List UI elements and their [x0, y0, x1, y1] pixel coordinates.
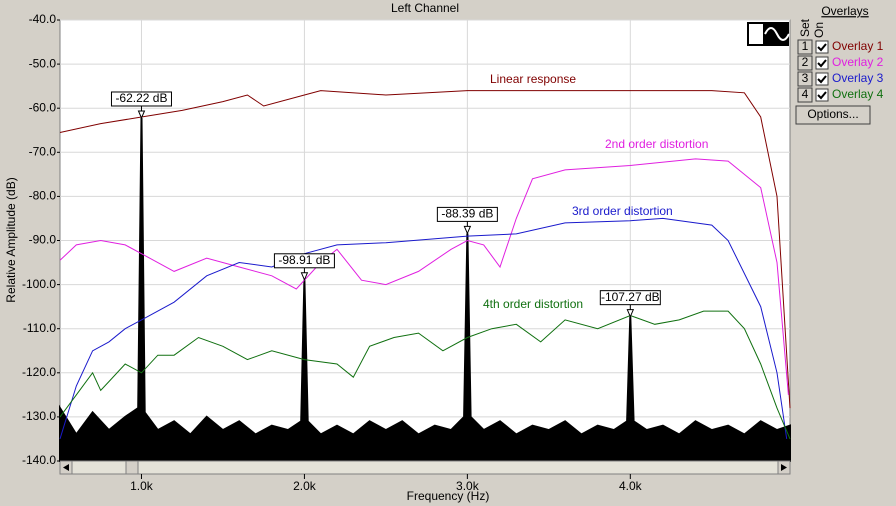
- set-number[interactable]: 3: [802, 71, 809, 85]
- scroll-track[interactable]: [59, 460, 791, 475]
- y-axis-label: Relative Amplitude (dB): [4, 177, 18, 302]
- legend-label[interactable]: Overlay 2: [832, 55, 884, 69]
- y-tick-label: -80.0: [29, 189, 57, 203]
- checkbox[interactable]: [815, 88, 829, 102]
- y-tick-label: -110.0: [23, 321, 56, 335]
- marker-label: -98.91 dB: [278, 253, 330, 267]
- set-number[interactable]: 2: [802, 55, 809, 69]
- y-tick-label: -90.0: [29, 233, 57, 247]
- set-number[interactable]: 1: [802, 39, 809, 53]
- checkmark: [817, 75, 827, 84]
- marker-box: [110, 91, 172, 107]
- series-line: [59, 90, 791, 409]
- chart-title: Left Channel: [391, 1, 459, 15]
- arrow: [781, 464, 787, 471]
- y-tick-label: -60.0: [29, 100, 57, 114]
- spectrum: [59, 117, 791, 462]
- legend-label[interactable]: Overlay 1: [832, 39, 884, 53]
- x-axis-label: Frequency (Hz): [407, 489, 490, 503]
- x-tick-label: 4.0k: [619, 479, 643, 493]
- set-label: Set: [798, 18, 812, 37]
- y-tick-label: -140.0: [22, 453, 56, 467]
- panel-title: Overlays: [821, 4, 868, 18]
- set-button[interactable]: [797, 87, 813, 103]
- series-line: [59, 217, 788, 440]
- scroll-thumb[interactable]: [125, 460, 139, 475]
- set-button[interactable]: [797, 55, 813, 71]
- checkbox[interactable]: [815, 72, 829, 86]
- set-number[interactable]: 4: [802, 87, 809, 101]
- set-button[interactable]: [797, 71, 813, 87]
- legend-label[interactable]: Overlay 3: [832, 71, 884, 85]
- y-tick-label: -130.0: [22, 409, 56, 423]
- y-tick-label: -40.0: [29, 12, 57, 26]
- marker-box: [599, 290, 661, 306]
- x-tick-label: 1.0k: [130, 479, 154, 493]
- plot: -62.22 dB -98.91 dB -88.39 dB -107.27 dB Lin…: [59, 19, 791, 462]
- y-tick-label: -50.0: [29, 56, 57, 70]
- marker-box: [436, 206, 498, 222]
- overlay-panel: 1 Overlay 1 2 Overlay 2 3 Overlay 3 4 Overlay 4: [797, 39, 884, 103]
- checkmark: [817, 59, 827, 68]
- marker: [626, 309, 635, 318]
- scrollbar[interactable]: [59, 460, 791, 475]
- arrow: [63, 464, 69, 471]
- checkbox[interactable]: [815, 40, 829, 54]
- logo-si: [749, 24, 763, 44]
- marker-label: -62.22 dB: [115, 91, 167, 105]
- marker-label: -88.39 dB: [441, 207, 493, 221]
- annotation: 3rd order distortion: [572, 204, 673, 218]
- x-tick-label: 2.0k: [293, 479, 317, 493]
- checkmark: [817, 43, 827, 52]
- checkbox[interactable]: [815, 56, 829, 70]
- marker: [463, 225, 472, 235]
- on-label: On: [812, 22, 826, 38]
- y-tick-label: -70.0: [29, 144, 57, 158]
- marker-box: [273, 253, 335, 269]
- set-button[interactable]: [797, 39, 813, 55]
- marker-label: -107.27 dB: [601, 290, 660, 304]
- x-tick-label: 3.0k: [456, 479, 480, 493]
- options-button-label[interactable]: Options...: [807, 107, 858, 121]
- logo-wave: [764, 27, 790, 41]
- series-line: [59, 310, 791, 440]
- annotation: 2nd order distortion: [605, 137, 708, 151]
- series-line: [59, 158, 789, 395]
- annotation: Linear response: [490, 72, 576, 86]
- legend-label[interactable]: Overlay 4: [832, 87, 884, 101]
- logo: [747, 22, 790, 46]
- y-tick-label: -120.0: [22, 365, 56, 379]
- options-button[interactable]: [795, 105, 871, 125]
- annotation: 4th order distortion: [483, 297, 583, 311]
- checkmark: [817, 91, 827, 100]
- y-tick-label: -100.0: [22, 277, 56, 291]
